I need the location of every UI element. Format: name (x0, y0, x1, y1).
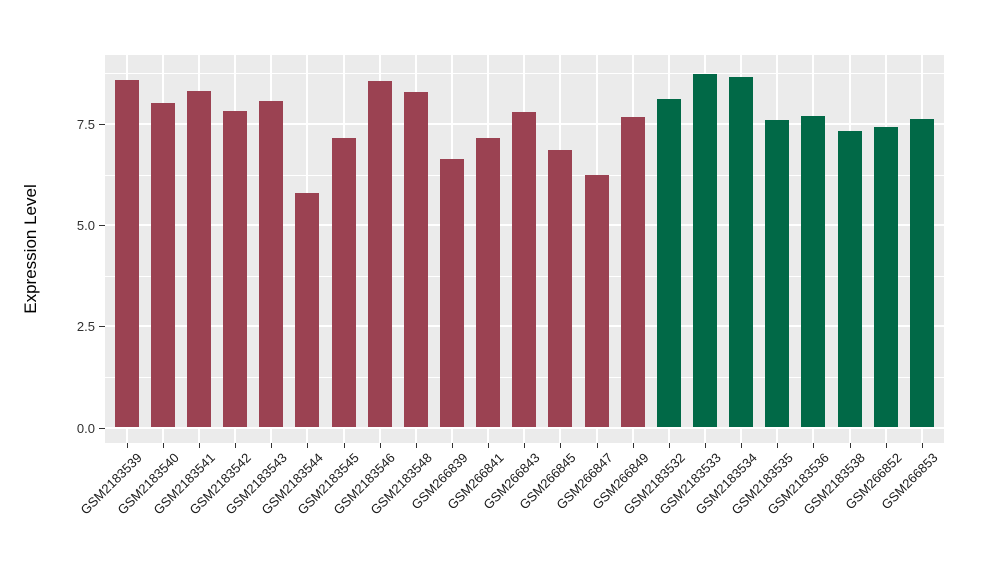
bar-GSM266839 (439, 158, 464, 428)
bar-GSM2183536 (801, 115, 826, 428)
x-tick-mark (126, 443, 128, 448)
x-tick-mark (451, 443, 453, 448)
bar-GSM2183535 (765, 119, 790, 428)
x-tick-mark (271, 443, 273, 448)
y-tick-label: 5.0 (76, 218, 95, 234)
bar-GSM2183541 (186, 90, 211, 428)
bar-GSM266853 (909, 119, 934, 428)
x-tick-mark (668, 443, 670, 448)
x-tick-mark (343, 443, 345, 448)
y-tick-mark (99, 123, 105, 125)
y-tick-label: 7.5 (76, 116, 95, 132)
y-tick-label: 2.5 (76, 319, 95, 335)
bar-GSM2183545 (331, 137, 356, 428)
x-tick-mark (524, 443, 526, 448)
x-tick-mark (307, 443, 309, 448)
x-tick-mark (235, 443, 237, 448)
x-tick-mark (777, 443, 779, 448)
x-tick-mark (560, 443, 562, 448)
x-tick-mark (488, 443, 490, 448)
bar-GSM266852 (873, 127, 898, 428)
bar-GSM2183534 (729, 77, 754, 428)
x-tick-mark (198, 443, 200, 448)
x-tick-mark (813, 443, 815, 448)
bar-GSM2183540 (150, 103, 175, 428)
plot-panel (105, 55, 944, 443)
x-tick-mark (596, 443, 598, 448)
y-axis-title: Expression Level (21, 184, 40, 314)
bar-GSM2183544 (295, 192, 320, 428)
bar-GSM2183542 (223, 110, 248, 428)
bar-GSM2183538 (837, 130, 862, 428)
bar-GSM2183543 (259, 100, 284, 428)
bar-GSM266841 (476, 138, 501, 428)
bar-GSM2183546 (367, 81, 392, 428)
bar-GSM2183533 (692, 73, 717, 428)
y-tick-mark (99, 225, 105, 227)
x-tick-mark (849, 443, 851, 448)
x-tick-mark (415, 443, 417, 448)
x-tick-mark (741, 443, 743, 448)
x-tick-mark (921, 443, 923, 448)
x-tick-mark (885, 443, 887, 448)
bar-GSM266847 (584, 174, 609, 428)
y-tick-mark (99, 427, 105, 429)
x-tick-mark (704, 443, 706, 448)
bar-GSM2183548 (403, 92, 428, 428)
bar-GSM2183532 (656, 98, 681, 428)
bar-GSM266849 (620, 117, 645, 428)
y-tick-label: 0.0 (76, 420, 95, 436)
y-tick-mark (99, 326, 105, 328)
x-tick-mark (632, 443, 634, 448)
bar-GSM2183539 (114, 80, 139, 428)
x-tick-mark (162, 443, 164, 448)
bar-GSM266843 (512, 112, 537, 428)
x-tick-mark (379, 443, 381, 448)
bar-GSM266845 (548, 150, 573, 428)
